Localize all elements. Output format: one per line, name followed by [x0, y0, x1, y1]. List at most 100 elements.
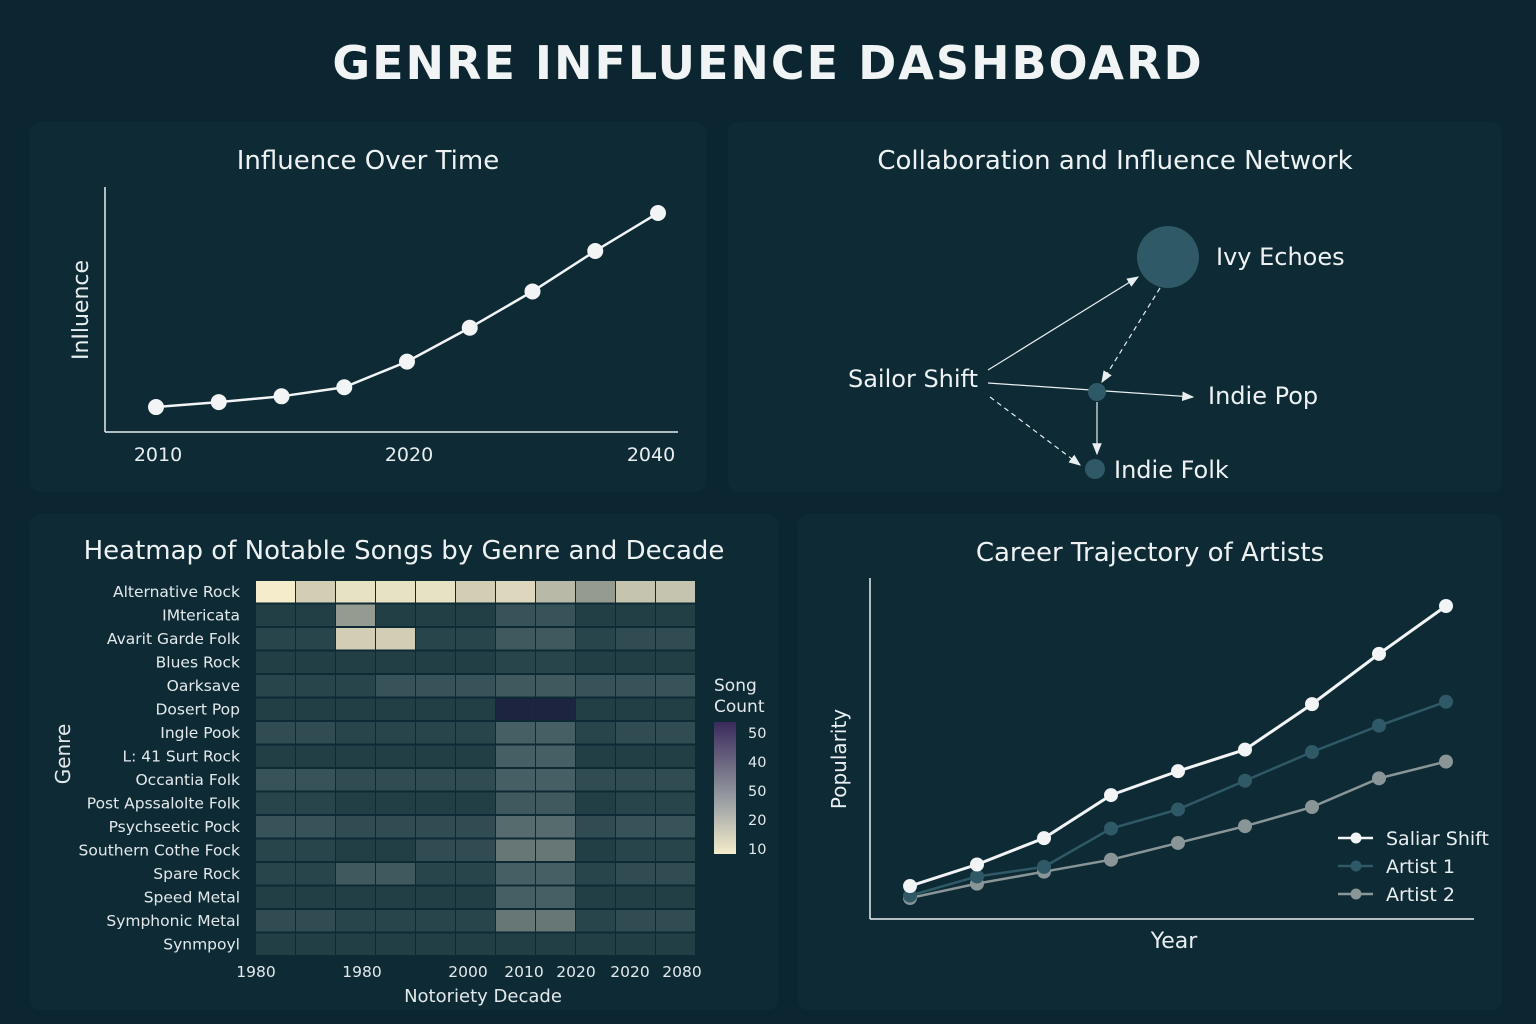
heatmap-cell	[536, 839, 575, 861]
career-point-0-2	[1037, 831, 1051, 846]
heatmap-cell	[496, 745, 535, 767]
heatmap-cell	[256, 745, 295, 767]
heatmap-cell	[296, 675, 335, 697]
heatmap-cell	[536, 769, 575, 791]
heatmap-cell	[456, 675, 495, 697]
heatmap-cell	[576, 722, 615, 744]
node-hub	[1088, 383, 1106, 401]
career-point-1-7	[1372, 718, 1386, 733]
heatmap-cell	[296, 792, 335, 814]
career-point-2-4	[1171, 835, 1185, 850]
heatmap-cell	[376, 745, 415, 767]
heatmap-cell	[656, 863, 695, 885]
heatmap-cell	[576, 863, 615, 885]
heatmap-cell	[256, 675, 295, 697]
heatmap-cell	[536, 675, 575, 697]
heatmap-cell	[416, 581, 455, 603]
influence-x-tick: 2010	[134, 444, 182, 466]
heatmap-cell	[576, 910, 615, 932]
heatmap-cell	[616, 722, 655, 744]
edge-sailor-folk	[989, 396, 1081, 466]
heatmap-cell	[456, 604, 495, 626]
node-label-ivy: Ivy Echoes	[1216, 243, 1345, 271]
heatmap-y-axis-label: Genre	[51, 724, 75, 785]
career-point-0-6	[1305, 697, 1319, 712]
career-point-1-1	[970, 869, 984, 884]
heatmap-x-tick: 1980	[342, 963, 381, 981]
heatmap-cell	[296, 604, 335, 626]
heatmap-cell	[376, 628, 415, 650]
heatmap-cell	[336, 604, 375, 626]
heatmap-cell	[336, 769, 375, 791]
heatmap-cell	[256, 816, 295, 838]
heatmap-cell	[256, 910, 295, 932]
heatmap-row-label: Blues Rock	[156, 654, 240, 672]
heatmap-cell	[256, 581, 295, 603]
heatmap-cell	[536, 581, 575, 603]
influence-series-line	[155, 211, 659, 409]
heatmap-cell	[296, 628, 335, 650]
career-point-1-3	[1104, 821, 1118, 836]
heatmap-cell	[656, 722, 695, 744]
heatmap-cell	[536, 910, 575, 932]
heatmap-cell	[416, 839, 455, 861]
heatmap-colorbar-tick: 10	[748, 842, 766, 858]
heatmap-cell	[416, 910, 455, 932]
edge-sailor-ivy	[987, 276, 1140, 371]
influence-point-6	[524, 283, 541, 300]
heatmap-cell	[656, 745, 695, 767]
career-point-2-7	[1372, 771, 1386, 786]
heatmap-cell	[496, 581, 535, 603]
heatmap-cell	[376, 675, 415, 697]
heatmap-cell	[256, 863, 295, 885]
heatmap-cell	[656, 698, 695, 720]
heatmap-cell	[296, 863, 335, 885]
heatmap-cell	[616, 816, 655, 838]
heatmap-cell	[336, 933, 375, 955]
heatmap-cell	[256, 698, 295, 720]
heatmap-cell	[376, 769, 415, 791]
node-label-folk: Indie Folk	[1114, 456, 1229, 484]
heatmap-cell	[336, 863, 375, 885]
heatmap-cell	[496, 816, 535, 838]
heatmap-cell	[416, 769, 455, 791]
heatmap-cell	[496, 910, 535, 932]
node-ivy	[1137, 226, 1199, 288]
heatmap-cell	[536, 604, 575, 626]
heatmap-x-tick: 2020	[556, 963, 595, 981]
heatmap-cell	[456, 933, 495, 955]
influence-y-axis-label: InIluence	[69, 260, 94, 360]
network-chart-title: Collaboration and Influence Network	[877, 146, 1353, 176]
heatmap-cell	[656, 910, 695, 932]
career-panel: Career Trajectory of Artists Year Popular…	[798, 514, 1502, 1010]
heatmap-cell	[336, 698, 375, 720]
heatmap-cell	[576, 604, 615, 626]
heatmap-cell	[656, 651, 695, 673]
heatmap-row-label: Ingle Pook	[160, 724, 240, 742]
heatmap-cell	[296, 581, 335, 603]
heatmap-row-label: Alternative Rock	[113, 583, 240, 601]
career-point-0-3	[1104, 788, 1118, 803]
career-y-axis-label: Popularity	[827, 709, 851, 809]
heatmap-cell	[376, 863, 415, 885]
heatmap-cell	[496, 722, 535, 744]
edge-ivy-hub	[1101, 287, 1161, 384]
heatmap-cell	[336, 675, 375, 697]
heatmap-cell	[616, 792, 655, 814]
influence-over-time-panel: Influence Over Time 2010 2020 2040 InIluenc…	[30, 122, 706, 492]
legend-swatch-dot-0	[1350, 832, 1362, 844]
heatmap-cell	[576, 839, 615, 861]
heatmap-cell	[296, 722, 335, 744]
career-point-0-0	[903, 879, 917, 894]
heatmap-cell	[616, 910, 655, 932]
heatmap-cell	[416, 604, 455, 626]
heatmap-cell	[616, 675, 655, 697]
heatmap-cell	[536, 933, 575, 955]
heatmap-cell	[576, 675, 615, 697]
heatmap-row-label: Post Apssalolte Folk	[87, 795, 240, 813]
heatmap-cell	[576, 886, 615, 908]
heatmap-cell	[256, 604, 295, 626]
heatmap-cell	[296, 651, 335, 673]
heatmap-cell	[496, 604, 535, 626]
heatmap-cell	[376, 910, 415, 932]
